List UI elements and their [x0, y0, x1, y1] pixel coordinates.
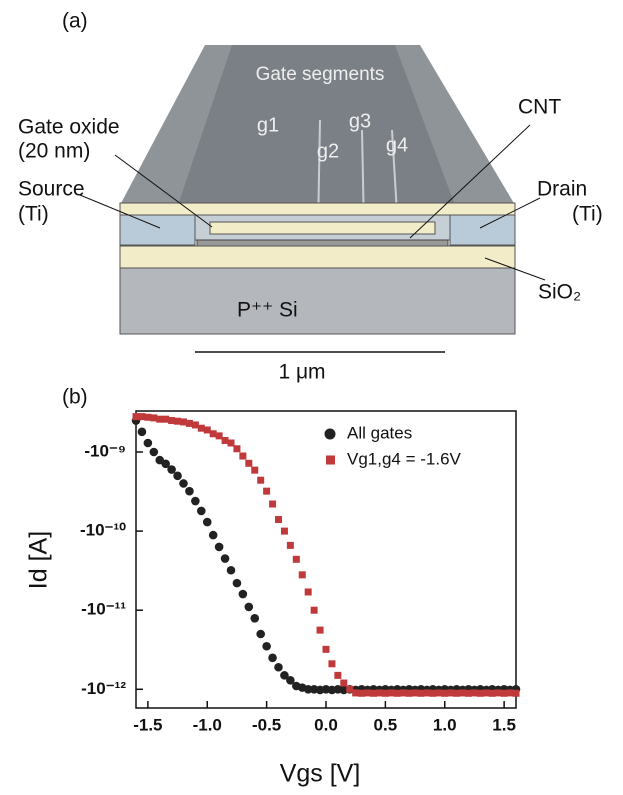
point: [293, 556, 300, 563]
x-tick-label: -1.5: [133, 715, 162, 734]
point: [311, 607, 318, 614]
point: [144, 439, 153, 448]
point: [269, 501, 276, 508]
y-tick-label: -10⁻⁹: [84, 441, 126, 460]
y-tick-label: -10⁻¹¹: [81, 600, 126, 619]
point: [245, 603, 254, 612]
x-tick-label: -0.5: [252, 715, 281, 734]
point: [262, 642, 271, 651]
gate-label: g1: [257, 114, 279, 136]
source-label: Source: [18, 178, 85, 201]
point: [173, 472, 182, 481]
point: [215, 543, 224, 552]
scale-bar-label: 1 μm: [278, 361, 325, 384]
panel-label: (a): [62, 10, 88, 33]
point: [239, 453, 246, 460]
x-tick-label: 1.5: [492, 715, 516, 734]
legend-label: All gates: [347, 423, 412, 442]
gate-oxide-layer: [210, 222, 435, 234]
point: [251, 467, 258, 474]
gate-label: g3: [349, 110, 371, 132]
point: [257, 477, 264, 484]
source-block: [120, 215, 195, 245]
drain-block: [450, 215, 515, 245]
x-tick-label: 1.0: [433, 715, 457, 734]
gate-label: g4: [386, 134, 408, 156]
gate-segments-label: Gate segments: [256, 64, 385, 85]
x-axis-label: Vgs [V]: [280, 760, 361, 788]
point: [250, 614, 259, 623]
substrate-label: P⁺⁺ Si: [237, 299, 298, 322]
sio2-layer: [120, 246, 515, 268]
point: [209, 531, 218, 540]
oxide-top: [120, 203, 515, 215]
x-tick-label: -1.0: [193, 715, 222, 734]
cnt-layer: [197, 240, 448, 246]
drain-material: (Ti): [572, 203, 603, 226]
point: [179, 479, 188, 488]
y-tick-label: -10⁻¹²: [81, 679, 126, 698]
point: [328, 660, 335, 667]
cnt-label: CNT: [518, 96, 561, 119]
point: [167, 465, 176, 474]
point: [274, 663, 283, 672]
page: {"diagram": {"panel_label": "(a)", "gate…: [0, 0, 623, 795]
point: [334, 672, 341, 679]
legend-marker: [326, 456, 335, 465]
drain-label: Drain: [537, 178, 587, 201]
x-tick-label: 0.0: [314, 715, 338, 734]
y-tick-label: -10⁻¹⁰: [80, 521, 126, 540]
point: [268, 654, 277, 663]
legend-marker: [325, 429, 336, 440]
point: [138, 428, 147, 437]
point: [275, 516, 282, 523]
point: [150, 448, 159, 457]
point: [299, 571, 306, 578]
point: [305, 588, 312, 595]
point: [287, 542, 294, 549]
y-axis-label: Id [A]: [25, 531, 53, 589]
gate-oxide-thickness: (20 nm): [18, 140, 90, 163]
sio2-label: SiO₂: [538, 281, 581, 304]
point: [191, 497, 200, 506]
point: [233, 579, 242, 588]
point: [197, 507, 206, 516]
point: [227, 566, 236, 575]
figure: (a) Gate segments g1 g2 g3 g4 Gate oxide…: [0, 0, 623, 795]
point: [239, 590, 248, 599]
source-material: (Ti): [18, 203, 49, 226]
panel-label: (b): [62, 386, 88, 409]
legend-label: Vg1,g4 = -1.6V: [347, 449, 462, 468]
point: [513, 690, 520, 697]
gate-oxide-label: Gate oxide: [18, 116, 120, 139]
point: [233, 445, 240, 452]
point: [221, 554, 230, 563]
point: [263, 488, 270, 495]
gate-label: g2: [317, 140, 339, 162]
point: [317, 627, 324, 634]
point: [281, 528, 288, 535]
point: [203, 518, 212, 527]
point: [185, 487, 194, 496]
x-tick-label: 0.5: [374, 715, 398, 734]
substrate-layer: [120, 268, 515, 334]
point: [323, 646, 330, 653]
point: [340, 680, 347, 687]
point: [245, 460, 252, 467]
point: [256, 630, 265, 639]
